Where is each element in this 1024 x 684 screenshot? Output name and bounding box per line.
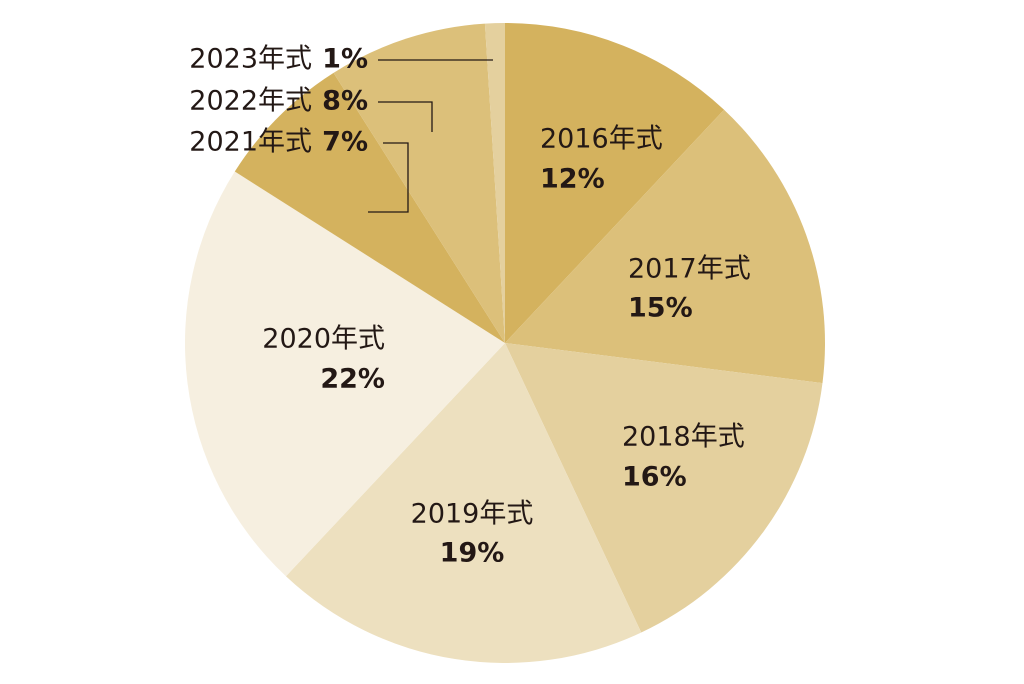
value-label: 7% bbox=[322, 127, 368, 158]
value-label: 22% bbox=[320, 364, 385, 395]
pie-slice bbox=[285, 343, 642, 664]
pie-slice bbox=[333, 23, 505, 344]
value-label: 15% bbox=[628, 293, 693, 324]
value-label: 16% bbox=[622, 462, 687, 493]
slice-label: 2021年式 bbox=[189, 127, 312, 158]
value-label: 12% bbox=[540, 164, 605, 195]
pie-slice bbox=[234, 72, 505, 343]
value-label: 8% bbox=[322, 86, 368, 117]
slice-label: 2017年式 bbox=[628, 254, 751, 285]
slice-label: 2020年式 bbox=[262, 324, 385, 355]
slice-label: 2016年式 bbox=[540, 124, 663, 155]
slice-label: 2022年式 bbox=[189, 86, 312, 117]
value-label: 19% bbox=[440, 538, 505, 569]
labels: 2016年式 12% 2017年式 15% 2018年式 16% 2019年式 19% 2020… bbox=[189, 44, 750, 569]
pie-slice bbox=[505, 109, 825, 384]
pie-slice bbox=[484, 23, 505, 343]
leader-line bbox=[368, 142, 409, 213]
slice-label: 2019年式 bbox=[411, 499, 534, 530]
slice-label: 2023年式 bbox=[189, 44, 312, 75]
slice-label: 2018年式 bbox=[622, 422, 745, 453]
pie bbox=[184, 23, 825, 664]
leader-line bbox=[378, 101, 433, 132]
pie-slice bbox=[505, 23, 725, 343]
value-label: 1% bbox=[322, 44, 368, 75]
pie-slice bbox=[184, 171, 505, 577]
pie-slice bbox=[505, 343, 823, 633]
